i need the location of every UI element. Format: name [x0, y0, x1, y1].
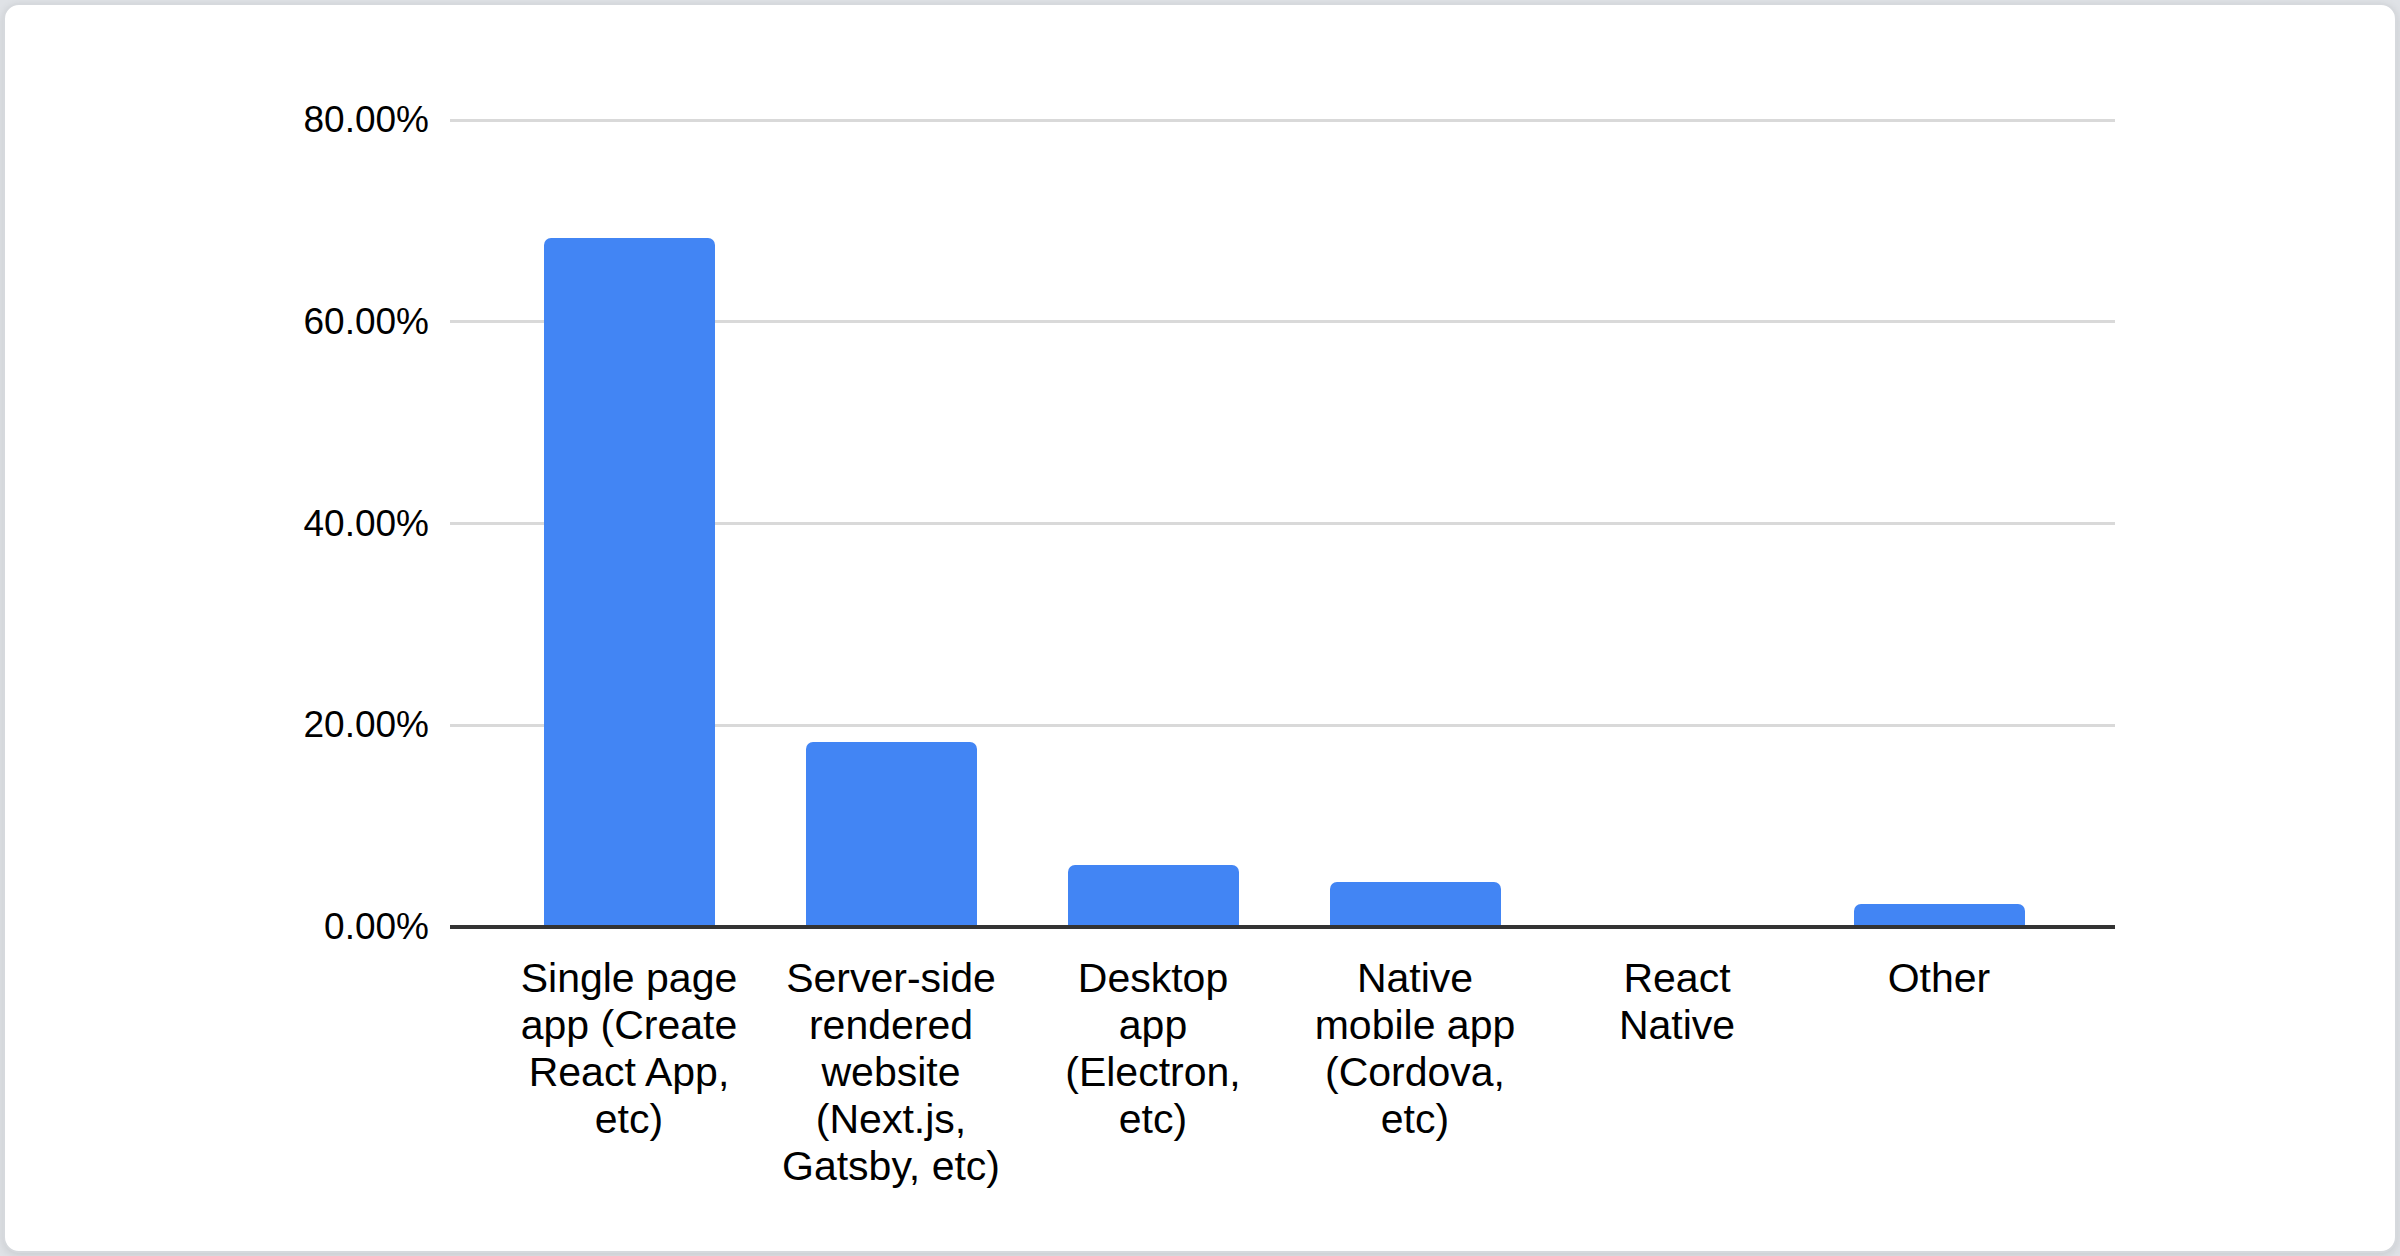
y-tick-label: 0.00% [135, 906, 429, 948]
x-axis-line [450, 925, 2115, 929]
x-tick-label: Native mobile app (Cordova, etc) [1284, 955, 1546, 1143]
bars-layer [450, 120, 2115, 927]
x-tick-label: Single page app (Create React App, etc) [498, 955, 760, 1143]
y-tick-label: 60.00% [135, 301, 429, 343]
x-tick-label: Other [1808, 955, 2070, 1002]
y-tick-label: 20.00% [135, 704, 429, 746]
bar-3 [1068, 865, 1239, 927]
bar-2 [806, 742, 977, 927]
y-tick-label: 80.00% [135, 99, 429, 141]
y-tick-label: 40.00% [135, 503, 429, 545]
x-tick-label: Server-side rendered website (Next.js, G… [760, 955, 1022, 1190]
bar-1 [544, 238, 715, 927]
chart-card: 80.00% 60.00% 40.00% 20.00% 0.00% Single pag… [3, 3, 2397, 1253]
bar-6 [1854, 904, 2025, 927]
bar-4 [1330, 882, 1501, 927]
x-tick-label: Desktop app (Electron, etc) [1022, 955, 1284, 1143]
x-tick-label: React Native [1546, 955, 1808, 1049]
